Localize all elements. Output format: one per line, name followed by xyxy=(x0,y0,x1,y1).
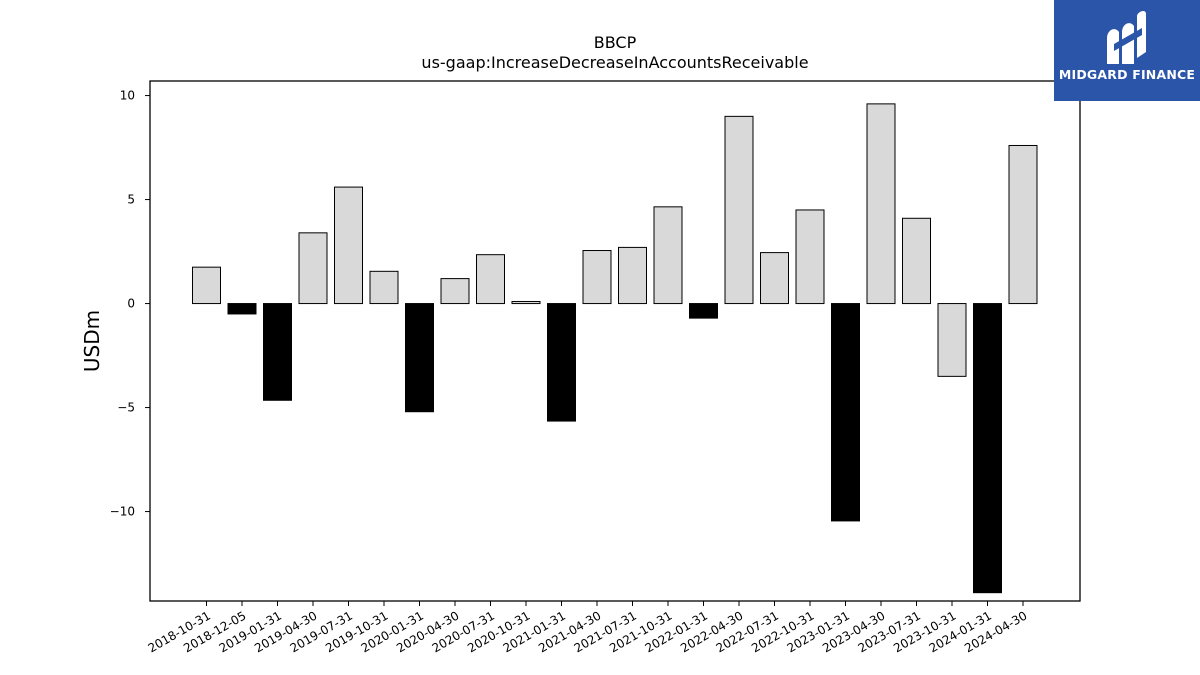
logo-mark-icon xyxy=(1107,10,1146,64)
bar xyxy=(298,232,328,305)
brand-logo: MIDGARD FINANCE xyxy=(1054,0,1200,101)
y-tick-label: 10 xyxy=(120,89,135,103)
y-tick-label: −10 xyxy=(110,505,135,519)
bar xyxy=(831,303,860,522)
bar xyxy=(618,246,647,305)
bar xyxy=(1008,144,1038,305)
chart-subtitle: us-gaap:IncreaseDecreaseInAccountsReceiv… xyxy=(421,53,808,72)
bar xyxy=(227,303,257,315)
y-ticks-group: 10 5 0 −5 −10 xyxy=(110,89,150,519)
y-axis-label: USDm xyxy=(80,310,104,372)
bar xyxy=(937,303,967,377)
bar xyxy=(511,300,541,305)
bar xyxy=(369,270,399,305)
y-tick-label: 0 xyxy=(127,297,135,311)
bar xyxy=(334,186,363,305)
bar xyxy=(192,266,221,305)
chart-title: BBCP xyxy=(594,33,637,52)
bar xyxy=(724,115,754,305)
bar xyxy=(547,303,576,422)
bar xyxy=(689,303,718,319)
bar xyxy=(760,252,789,305)
y-tick-label: 5 xyxy=(127,193,135,207)
bar xyxy=(263,303,292,401)
bar xyxy=(866,103,896,305)
logo-text: MIDGARD FINANCE xyxy=(1058,67,1196,82)
bar xyxy=(902,217,931,305)
bar xyxy=(405,303,434,413)
x-ticks-group: 2018-10-312018-12-052019-01-312019-04-30… xyxy=(146,601,1030,655)
bar xyxy=(440,278,470,305)
plot-frame xyxy=(149,80,1081,602)
bar xyxy=(795,209,825,305)
bars-group xyxy=(192,103,1038,594)
y-tick-label: −5 xyxy=(117,401,135,415)
bar xyxy=(973,303,1002,594)
bar xyxy=(653,206,683,305)
bar xyxy=(582,250,612,305)
bar xyxy=(476,254,505,305)
